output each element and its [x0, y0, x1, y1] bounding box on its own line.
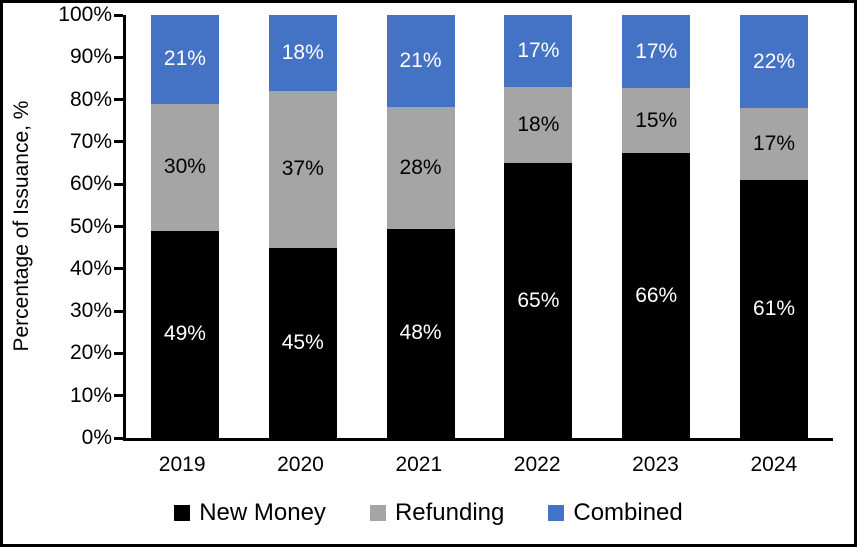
segment-refunding-2019: 30% — [150, 103, 219, 231]
x-tick-label-2023: 2023 — [632, 453, 679, 476]
plot-area: 0% 10% 20% 30% 40% 50% 60% 70% 80% 90% 100% 21% 30% 4… — [58, 3, 833, 449]
data-label: 37% — [281, 157, 324, 181]
legend-item-combined: Combined — [548, 499, 683, 527]
segment-combined-2022: 17% — [504, 15, 573, 87]
y-axis-title: Percentage of Issuance, % — [10, 100, 33, 352]
legend-item-new-money: New Money — [174, 499, 326, 527]
data-label: 48% — [399, 321, 442, 345]
y-tick-mark — [114, 437, 123, 440]
y-tick-label: 90% — [69, 45, 112, 68]
y-tick-mark — [114, 98, 123, 101]
segment-new-money-2022: 65% — [504, 163, 573, 438]
y-tick-mark — [114, 56, 123, 59]
x-tick-label-2024: 2024 — [750, 453, 798, 476]
x-tick-label-2020: 2020 — [277, 453, 324, 476]
y-tick-label: 60% — [69, 172, 112, 195]
segment-refunding-2021: 28% — [386, 106, 455, 229]
data-label: 22% — [753, 49, 796, 73]
y-tick-label: 100% — [58, 3, 112, 26]
bar-2022: 17% 18% 65% — [504, 15, 573, 438]
legend-marker-refunding — [369, 505, 386, 521]
data-label: 18% — [281, 41, 324, 65]
y-tick-label: 50% — [69, 215, 112, 238]
y-tick-label: 10% — [69, 384, 112, 407]
data-label: 17% — [517, 38, 560, 62]
segment-new-money-2019: 49% — [150, 230, 219, 438]
segment-new-money-2021: 48% — [386, 228, 455, 438]
bar-2023: 17% 15% 66% — [622, 15, 691, 438]
data-label: 49% — [163, 322, 206, 346]
data-label: 18% — [517, 113, 560, 136]
legend-label: Refunding — [394, 499, 505, 526]
data-label: 45% — [281, 330, 324, 354]
y-tick-mark — [114, 140, 123, 143]
y-tick-mark — [114, 183, 123, 186]
x-tick-label-2022: 2022 — [513, 453, 561, 476]
data-label: 30% — [163, 155, 206, 179]
y-tick-label: 70% — [69, 130, 112, 153]
legend-label: New Money — [199, 499, 326, 526]
x-axis-labels: 2019 2020 2021 2022 2023 2024 — [123, 453, 833, 477]
y-tick-label: 0% — [81, 426, 112, 449]
data-label: 15% — [635, 108, 678, 132]
y-tick-mark — [114, 225, 123, 228]
data-label: 21% — [399, 48, 442, 72]
bar-2020: 18% 37% 45% — [268, 15, 337, 438]
segment-new-money-2020: 45% — [268, 247, 337, 438]
y-tick-label: 30% — [69, 299, 112, 322]
y-tick-mark — [114, 394, 123, 397]
legend-marker-new-money — [174, 505, 191, 521]
y-tick-label: 20% — [69, 341, 112, 364]
data-label: 66% — [635, 283, 678, 307]
segment-refunding-2020: 37% — [268, 91, 337, 248]
legend-label: Combined — [573, 499, 683, 526]
data-label: 65% — [517, 288, 560, 312]
legend: New Money Refunding Combined — [3, 499, 854, 527]
y-tick-mark — [114, 352, 123, 355]
segment-new-money-2024: 61% — [740, 179, 809, 438]
y-tick-mark — [114, 310, 123, 313]
legend-item-refunding: Refunding — [369, 499, 505, 527]
legend-marker-combined — [548, 505, 565, 521]
y-tick-label: 80% — [69, 88, 112, 111]
segment-refunding-2022: 18% — [504, 86, 573, 164]
data-label: 61% — [753, 296, 796, 320]
segment-combined-2019: 21% — [150, 15, 219, 104]
bar-2021: 21% 28% 48% — [386, 15, 455, 438]
data-label: 21% — [163, 47, 206, 71]
bar-2019: 21% 30% 49% — [150, 15, 219, 438]
segment-combined-2021: 21% — [386, 15, 455, 107]
bar-2024: 22% 17% 61% — [740, 15, 809, 438]
y-tick-mark — [114, 267, 123, 270]
segment-combined-2020: 18% — [268, 15, 337, 92]
data-label: 28% — [399, 155, 442, 179]
segment-combined-2024: 22% — [740, 15, 809, 109]
data-label: 17% — [753, 132, 796, 156]
segment-combined-2023: 17% — [622, 15, 691, 89]
data-label: 17% — [635, 39, 678, 63]
segment-refunding-2023: 15% — [622, 88, 691, 154]
segment-refunding-2024: 17% — [740, 108, 809, 180]
x-tick-label-2021: 2021 — [395, 453, 443, 476]
segment-new-money-2023: 66% — [622, 153, 691, 438]
y-tick-label: 40% — [69, 257, 112, 280]
y-tick-mark — [114, 14, 123, 17]
x-tick-label-2019: 2019 — [158, 453, 206, 476]
